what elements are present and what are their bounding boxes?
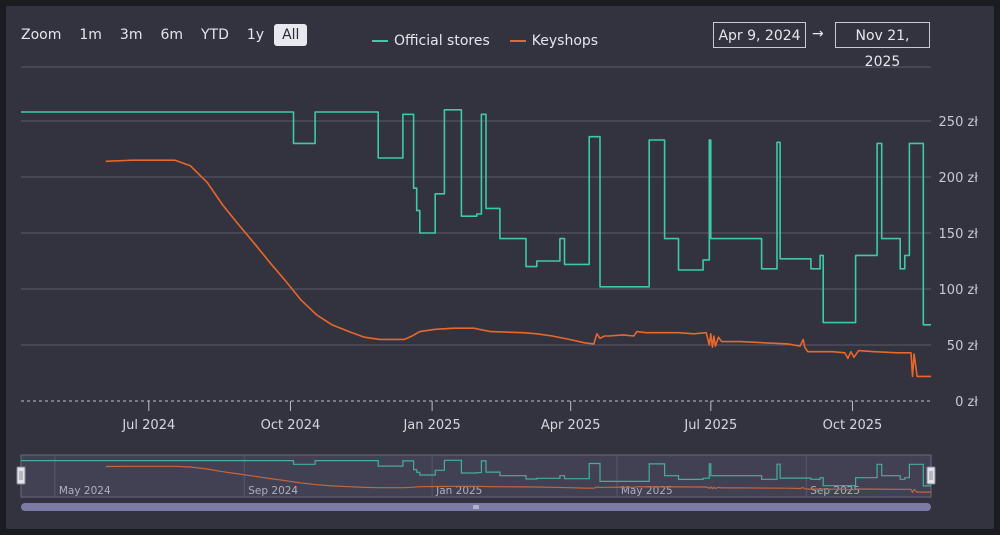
x-tick-label: Jul 2024 — [121, 418, 175, 433]
y-tick-label: 50 zł — [947, 339, 978, 354]
navigator-handle-right[interactable] — [926, 466, 936, 485]
chart-container — [6, 6, 994, 529]
y-tick-label: 200 zł — [939, 171, 979, 186]
x-tick-label: Jul 2025 — [683, 418, 737, 433]
y-tick-label: 0 zł — [955, 395, 978, 410]
y-tick-label: 250 zł — [939, 115, 979, 130]
x-tick-label: Apr 2025 — [541, 418, 601, 433]
navigator[interactable]: May 2024 Sep 2024 Jan 2025 May 2025 Sep 2025 — [16, 454, 936, 511]
range-to-input[interactable]: Nov 21, 2025 — [835, 22, 930, 70]
navigator-background — [20, 454, 932, 498]
range-from-input[interactable]: Apr 9, 2024 — [713, 22, 806, 48]
y-tick-label: 100 zł — [939, 283, 979, 298]
legend-item-official-stores[interactable]: Official stores — [372, 33, 490, 49]
zoom-1m-button[interactable]: 1m — [79, 27, 102, 43]
legend-label-keyshops: Keyshops — [531, 33, 599, 49]
x-axis-ticks: Jul 2024 Oct 2024 Jan 2025 Apr 2025 Jul 2025… — [121, 401, 882, 433]
keyshops-line — [105, 159, 931, 378]
y-axis-ticks: 0 zł 50 zł 100 zł 150 zł 200 zł 250 zł — [939, 115, 979, 410]
range-arrow-icon: → — [812, 26, 824, 42]
x-tick-label: Jan 2025 — [402, 418, 460, 433]
navigator-tick-label: Jan 2025 — [435, 485, 482, 497]
x-tick-label: Oct 2024 — [261, 418, 321, 433]
navigator-tick-label: Sep 2024 — [248, 485, 298, 497]
legend-swatch-keyshops — [509, 40, 526, 42]
navigator-tick-label: Sep 2025 — [810, 485, 860, 497]
official-stores-line — [21, 109, 931, 326]
zoom-ytd-button[interactable]: YTD — [201, 27, 229, 43]
zoom-1y-button[interactable]: 1y — [246, 27, 265, 43]
x-tick-label: Oct 2025 — [823, 418, 883, 433]
legend: Official stores Keyshops — [372, 33, 618, 49]
navigator-handle-left[interactable] — [16, 466, 26, 485]
y-tick-label: 150 zł — [939, 227, 979, 242]
zoom-bar: Zoom 1m 3m 6m YTD 1y All — [21, 24, 309, 46]
zoom-all-button[interactable]: All — [274, 24, 308, 46]
navigator-official-stores-line — [21, 459, 931, 487]
legend-swatch-official — [372, 40, 388, 42]
zoom-3m-button[interactable]: 3m — [119, 27, 143, 43]
legend-label-official: Official stores — [394, 33, 490, 49]
navigator-tick-label: May 2024 — [59, 485, 111, 497]
zoom-6m-button[interactable]: 6m — [160, 27, 183, 43]
series-lines — [21, 109, 931, 378]
navigator-keyshops-line — [105, 465, 931, 494]
navigator-tick-label: May 2025 — [621, 485, 673, 497]
zoom-label: Zoom — [21, 27, 62, 43]
grid — [21, 66, 931, 402]
legend-item-keyshops[interactable]: Keyshops — [509, 33, 599, 49]
navigator-selection — [21, 455, 931, 497]
